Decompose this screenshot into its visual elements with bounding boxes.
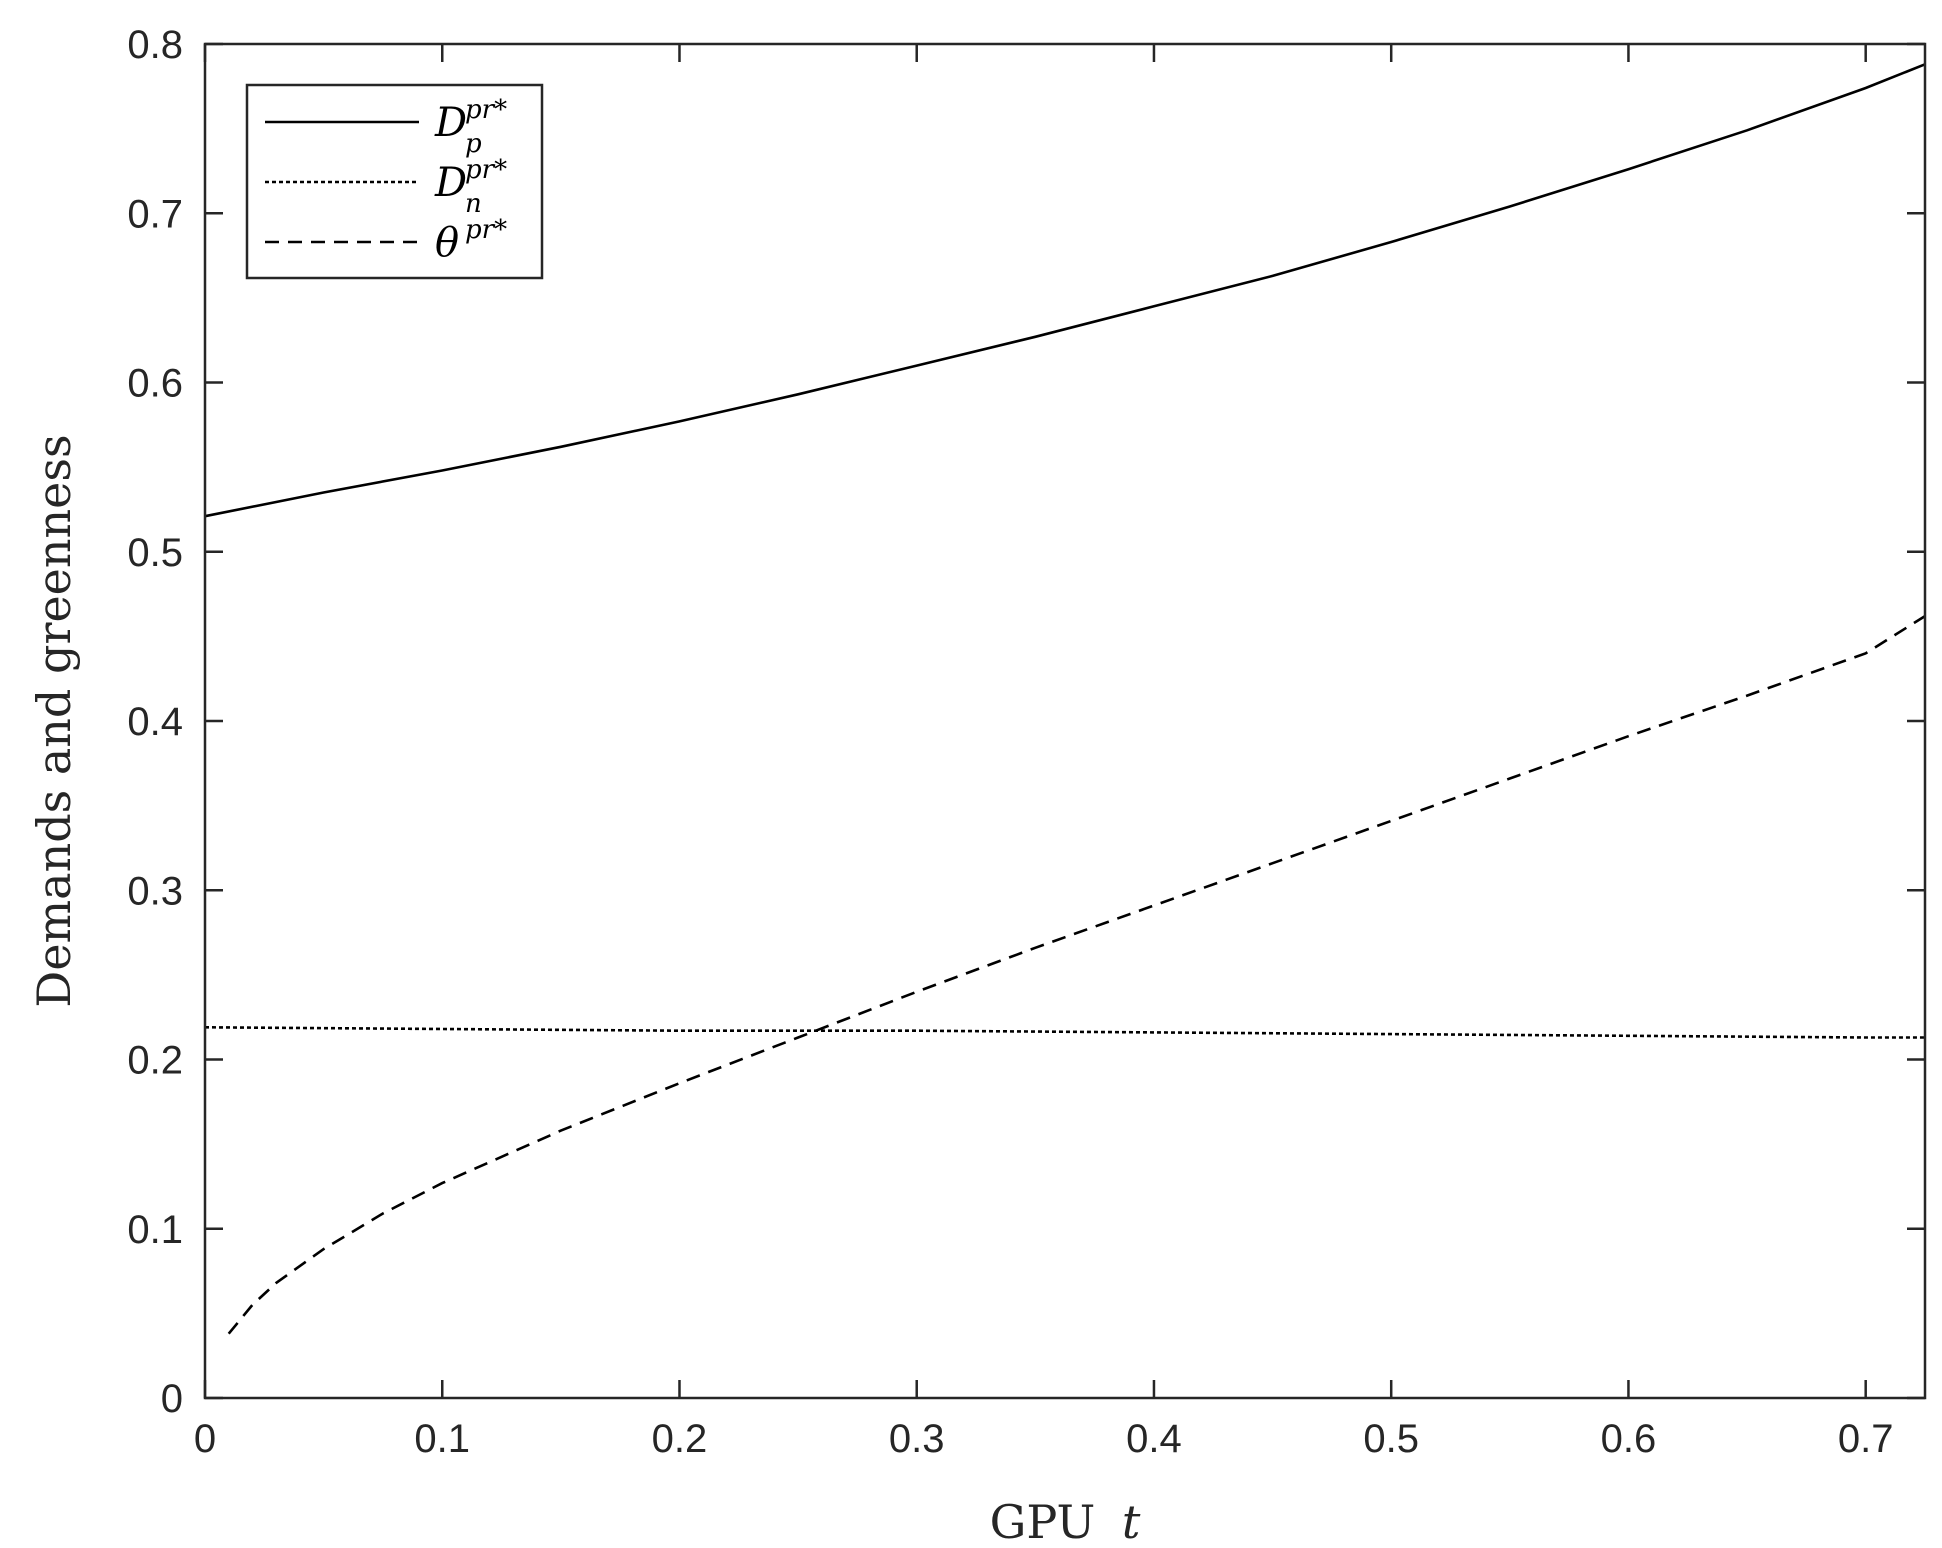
legend-sup-0: pr*	[465, 95, 507, 125]
x-tick-label: 0.4	[1126, 1417, 1182, 1461]
y-tick-label: 0.7	[127, 192, 183, 236]
y-tick-label: 0.3	[127, 869, 183, 913]
y-axis-title: Demands and greenness	[27, 434, 81, 1007]
y-tick-label: 0.2	[127, 1039, 183, 1083]
legend-sub-0: p	[465, 129, 482, 159]
y-tick-label: 0.4	[127, 700, 183, 744]
y-tick-label: 0	[161, 1377, 183, 1421]
x-tick-label: 0.2	[652, 1417, 708, 1461]
x-tick-label: 0.1	[414, 1417, 470, 1461]
x-axis-title-var: t	[1122, 1495, 1141, 1548]
tick-labels-layer: 0 0.1 0.2 0.3 0.4 0.5 0.6 0.7 0 0.1 0.2 0.3 0.4 0.5 0.…	[127, 23, 1893, 1461]
y-tick-label: 0.6	[127, 362, 183, 406]
x-tick-label: 0	[194, 1417, 216, 1461]
series-line-2	[227, 614, 1926, 1335]
x-tick-label: 0.7	[1838, 1417, 1894, 1461]
series-line-0	[204, 63, 1926, 518]
y-tick-label: 0.1	[127, 1208, 183, 1252]
legend-sub-1: n	[465, 189, 482, 219]
y-tick-label: 0.5	[127, 531, 183, 575]
legend-label-1: D	[434, 160, 467, 206]
x-tick-label: 0.5	[1363, 1417, 1419, 1461]
x-tick-label: 0.3	[889, 1417, 945, 1461]
series-layer	[204, 63, 1926, 1335]
series-line-1	[204, 1026, 1925, 1039]
x-tick-label: 0.6	[1601, 1417, 1657, 1461]
legend-label-0: D	[434, 100, 467, 146]
y-tick-label: 0.8	[127, 23, 183, 67]
x-axis-title-text: GPU	[990, 1495, 1096, 1548]
legend-label-2: θ	[435, 220, 459, 266]
legend-sup-2: pr*	[465, 215, 507, 245]
x-axis-title: GPU t	[990, 1495, 1141, 1548]
ticks-layer	[203, 42, 1925, 1400]
legend-sup-1: pr*	[465, 155, 507, 185]
